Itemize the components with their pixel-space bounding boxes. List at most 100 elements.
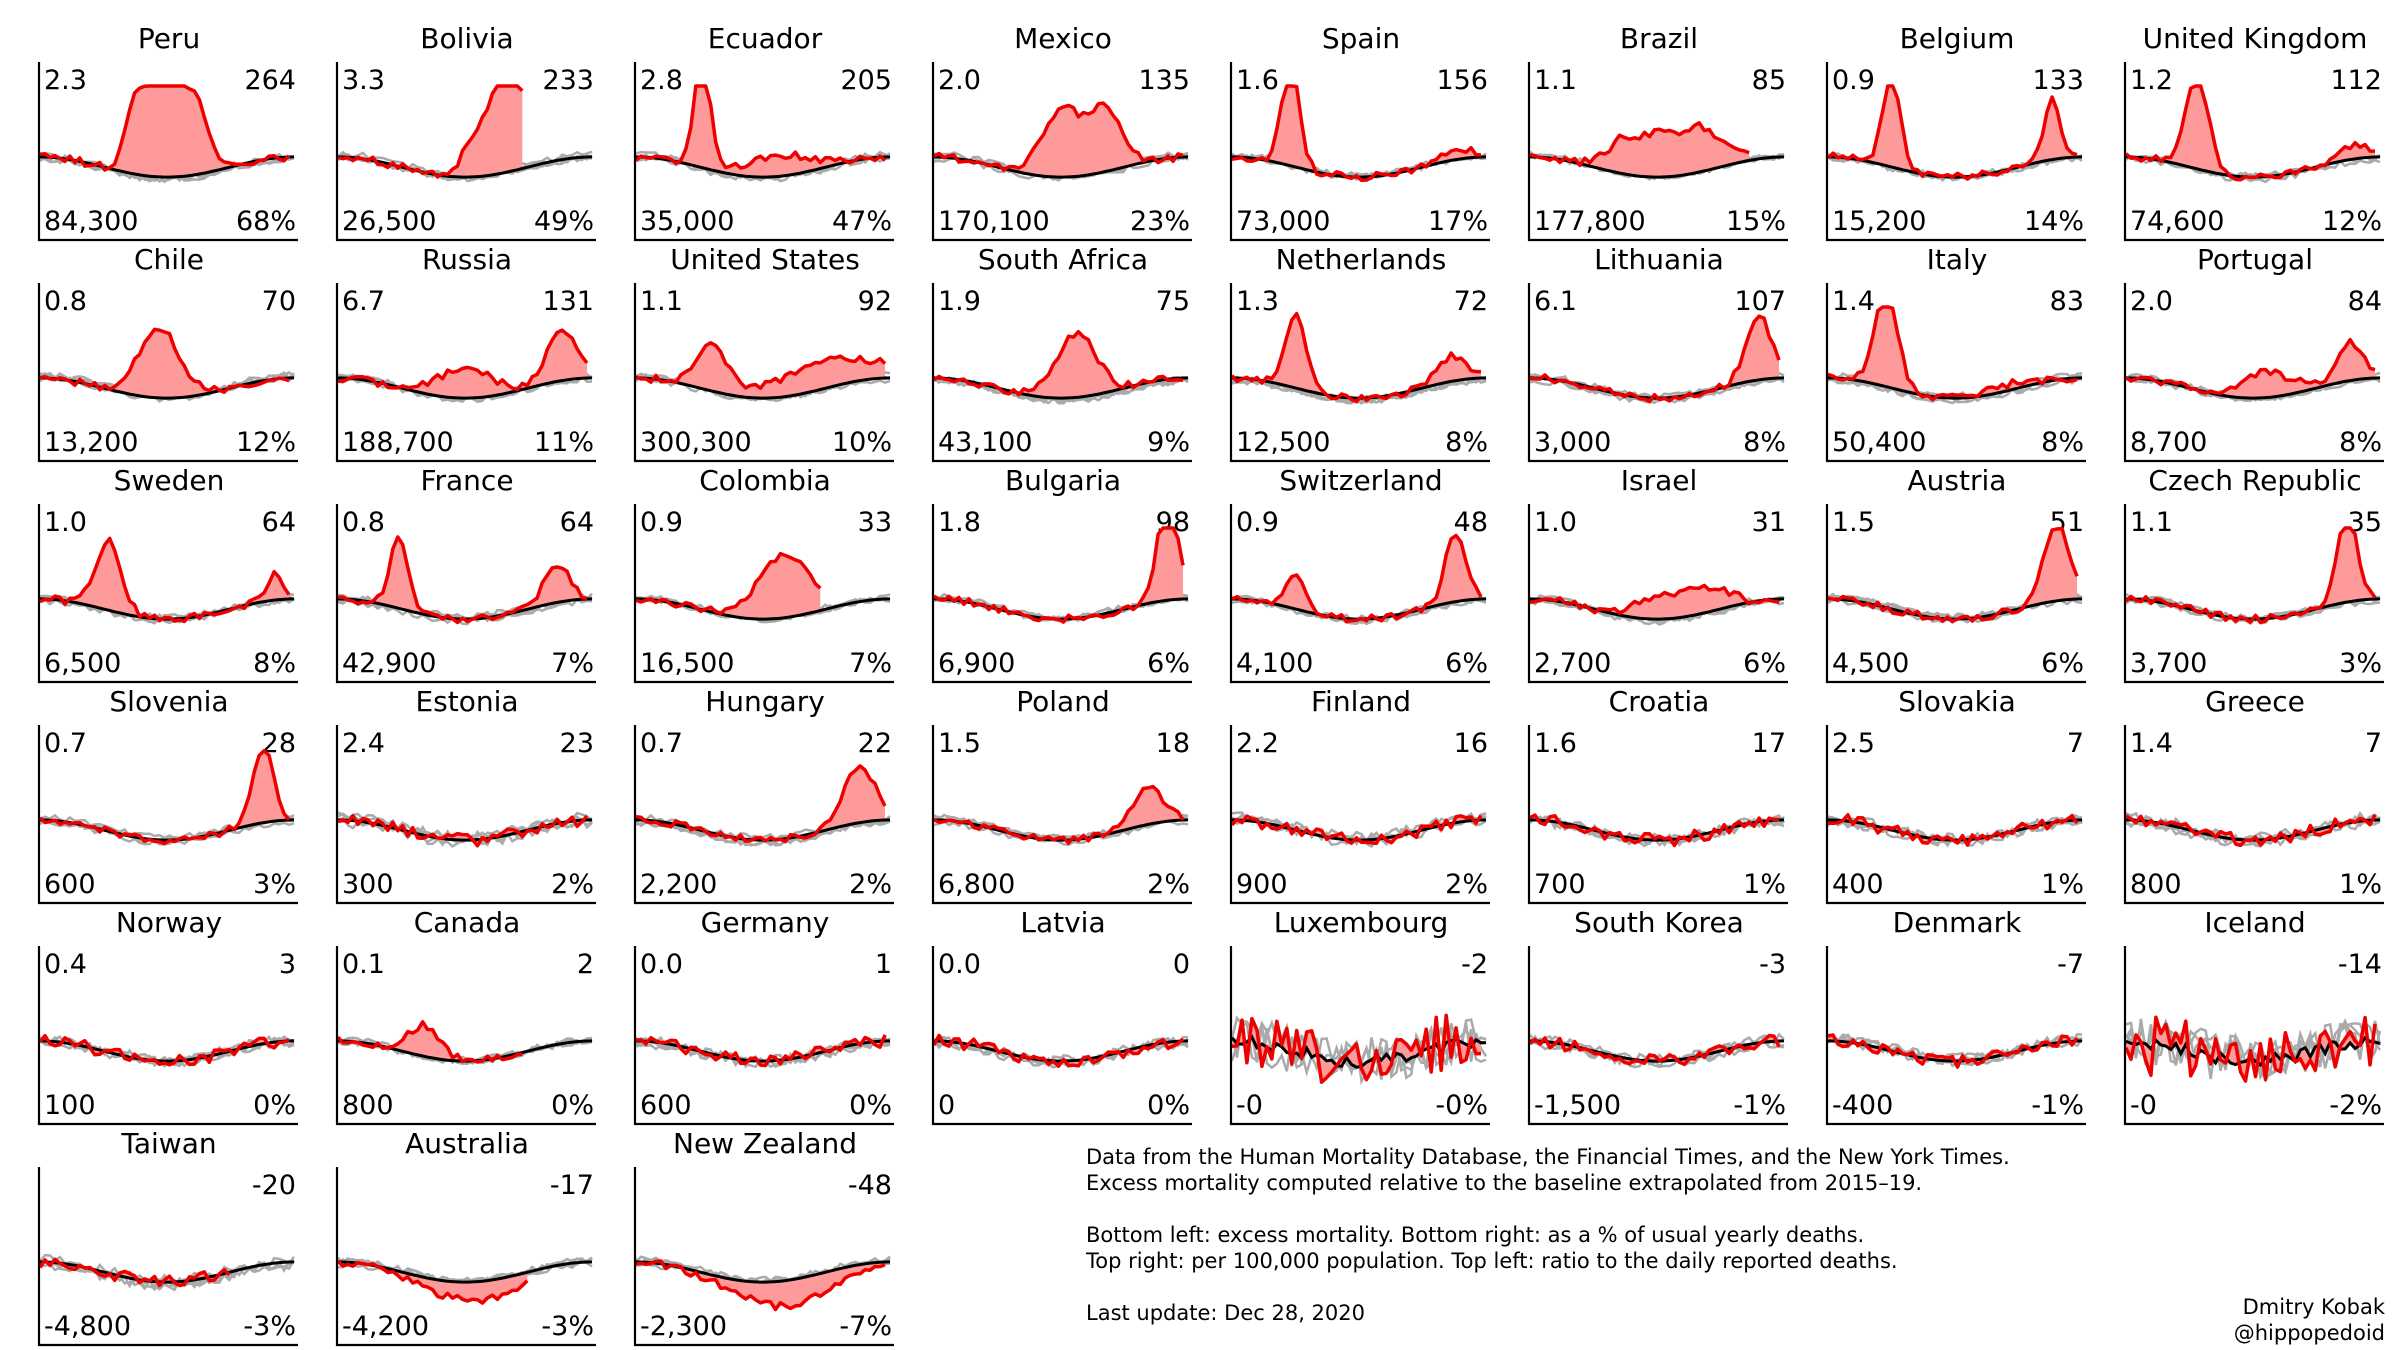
current-year-line — [932, 1033, 1185, 1068]
notes-line-top-labels: Top right: per 100,000 population. Top l… — [1086, 1249, 1898, 1273]
ratio-to-reported-label: 1.4 — [2130, 728, 2173, 759]
ratio-to-reported-label: 0.8 — [342, 507, 385, 538]
percent-yearly-label: 6% — [2041, 648, 2084, 679]
excess-deaths-label: 6,900 — [938, 648, 1016, 679]
ratio-to-reported-label: 1.6 — [1534, 728, 1577, 759]
per-100k-label: 131 — [542, 286, 594, 317]
panel-axes — [1229, 62, 1490, 242]
per-100k-label: -48 — [847, 1170, 892, 1201]
past-year-line — [337, 1036, 593, 1063]
country-title: Switzerland — [1279, 464, 1443, 497]
percent-yearly-label: 0% — [1147, 1090, 1190, 1121]
past-year-line — [1827, 376, 2083, 405]
country-sparkline — [1825, 504, 2086, 684]
country-sparkline — [1825, 946, 2086, 1126]
panel-axes — [37, 1167, 298, 1347]
current-year-line — [635, 341, 887, 390]
baseline-line — [337, 597, 593, 621]
excess-area — [338, 1021, 523, 1062]
per-100k-label: 7 — [2364, 728, 2382, 759]
current-year-line — [38, 1257, 231, 1288]
current-year-line — [1827, 305, 2078, 402]
country-title: Spain — [1321, 22, 1401, 55]
past-year-line — [337, 598, 593, 626]
country-title: Peru — [137, 22, 201, 55]
ratio-to-reported-label: 3.3 — [342, 65, 385, 96]
percent-yearly-label: 68% — [235, 206, 296, 237]
ratio-to-reported-label: 1.3 — [1236, 286, 1279, 317]
excess-deaths-label: 84,300 — [44, 206, 139, 237]
panel-axes — [931, 725, 1192, 905]
credit: Dmitry Kobak @hippopedoid — [2234, 1294, 2385, 1346]
chart-notes: Data from the Human Mortality Database, … — [1086, 1144, 2010, 1326]
panel-axes — [1527, 725, 1788, 905]
current-year-line — [38, 1033, 290, 1067]
percent-yearly-label: 3% — [2339, 648, 2382, 679]
per-100k-label: 83 — [2049, 286, 2084, 317]
country-sparkline — [633, 946, 894, 1126]
ratio-to-reported-label: 2.0 — [2130, 286, 2173, 317]
country-panel: Latvia 0.0 0 0 0% — [931, 906, 1194, 1126]
country-sparkline — [335, 62, 596, 242]
country-title: Brazil — [1619, 22, 1699, 55]
country-title: Slovenia — [109, 685, 229, 718]
country-panel: Taiwan -20 -4,800 -3% — [37, 1127, 300, 1347]
country-panel: Peru 2.3 264 84,300 68% — [37, 22, 300, 242]
per-100k-label: 33 — [857, 507, 892, 538]
per-100k-label: 17 — [1751, 728, 1786, 759]
country-sparkline — [1527, 62, 1788, 242]
excess-deaths-label: 35,000 — [640, 206, 735, 237]
ratio-to-reported-label: 0.9 — [1236, 507, 1279, 538]
country-panel: United States 1.1 92 300,300 10% — [633, 243, 896, 463]
ratio-to-reported-label: 1.2 — [2130, 65, 2173, 96]
percent-yearly-label: 8% — [2041, 427, 2084, 458]
excess-deaths-label: -1,500 — [1534, 1090, 1622, 1121]
per-100k-label: 70 — [261, 286, 296, 317]
panel-axes — [1825, 504, 2086, 684]
country-panel: Lithuania 6.1 107 3,000 8% — [1527, 243, 1790, 463]
excess-deaths-label: 8,700 — [2130, 427, 2208, 458]
excess-deaths-label: 4,100 — [1236, 648, 1314, 679]
excess-deaths-label: 3,000 — [1534, 427, 1612, 458]
current-year-line — [933, 526, 1185, 624]
percent-yearly-label: 1% — [1743, 869, 1786, 900]
excess-deaths-label: 43,100 — [938, 427, 1033, 458]
per-100k-label: 135 — [1138, 65, 1190, 96]
excess-area — [1232, 313, 1481, 402]
current-year-line — [1528, 1033, 1781, 1067]
panel-axes — [37, 946, 298, 1126]
excess-area — [1828, 307, 2077, 400]
panel-axes — [335, 946, 596, 1126]
current-year-line — [932, 329, 1184, 397]
current-year-line — [337, 328, 589, 392]
panel-axes — [1229, 504, 1490, 684]
country-title: Belgium — [1899, 22, 2015, 55]
country-sparkline — [335, 725, 596, 905]
country-title: Estonia — [415, 685, 519, 718]
current-year-line — [337, 813, 589, 848]
excess-deaths-label: -400 — [1832, 1090, 1894, 1121]
baseline-line — [635, 376, 891, 400]
current-year-line — [2124, 84, 2375, 182]
country-title: South Korea — [1574, 906, 1744, 939]
percent-yearly-label: -2% — [2329, 1090, 2382, 1121]
country-panel: Denmark -7 -400 -1% — [1825, 906, 2088, 1126]
panel-axes — [633, 62, 894, 242]
author-name: Dmitry Kobak — [2242, 1295, 2385, 1319]
country-title: Germany — [700, 906, 830, 939]
country-title: Slovakia — [1898, 685, 2016, 718]
country-title: Australia — [405, 1127, 529, 1160]
excess-area — [40, 86, 289, 178]
excess-area — [1828, 528, 2077, 622]
country-panel: Greece 1.4 7 800 1% — [2123, 685, 2386, 905]
country-sparkline — [37, 1167, 298, 1347]
country-sparkline — [37, 946, 298, 1126]
current-year-line — [1529, 314, 1781, 404]
excess-area — [1232, 86, 1481, 181]
panel-axes — [633, 725, 894, 905]
per-100k-label: 48 — [1453, 507, 1488, 538]
baseline-line — [933, 818, 1189, 842]
excess-area — [338, 86, 523, 178]
ratio-to-reported-label: 0.9 — [640, 507, 683, 538]
